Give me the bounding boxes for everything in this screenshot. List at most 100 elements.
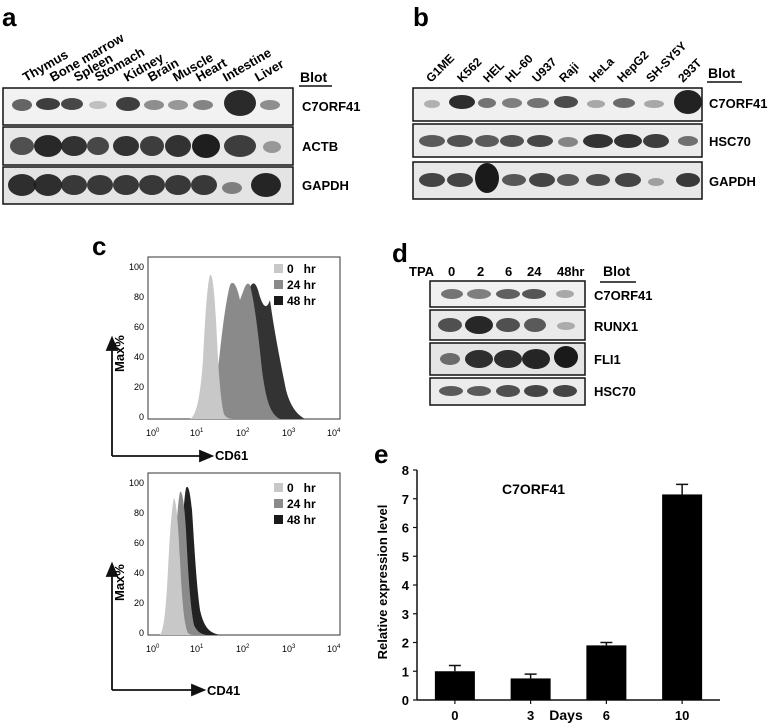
- histogram-legend: 0 hr 24 hr 48 hr: [274, 481, 316, 527]
- ytick-label: 0: [139, 628, 144, 638]
- panel-b-lane-labels: G1ME K562 HEL HL-60 U937 Raji HeLa HepG2…: [423, 39, 705, 85]
- ytick-label: 40: [134, 352, 144, 362]
- ytick-label: 80: [134, 508, 144, 518]
- lane-label: U937: [529, 55, 559, 85]
- ytick-label: 7: [402, 492, 409, 507]
- histogram-xticks: 100 101 102 103 104: [146, 428, 341, 438]
- ytick-label: 1: [402, 664, 409, 679]
- blot-row-label: ACTB: [302, 139, 338, 154]
- x-axis-label: CD41: [207, 683, 240, 698]
- panel-d: d TPA 0 2 6 24 48hr Blot C7ORF41: [392, 238, 653, 406]
- legend-swatch-0hr: [274, 483, 283, 492]
- ytick-label: 3: [402, 607, 409, 622]
- panel-c: c 100 80 60 40 20 0 100 101 102 103 104: [92, 231, 341, 698]
- legend-label: 24 hr: [287, 278, 316, 292]
- blot-header: Blot: [300, 69, 328, 85]
- legend-label: 0 hr: [287, 262, 316, 276]
- blot-header: Blot: [603, 263, 631, 279]
- ytick-label: 40: [134, 568, 144, 578]
- ytick-label: 4: [402, 578, 410, 593]
- xtick-label: 104: [327, 428, 341, 438]
- blot-row-label: C7ORF41: [594, 288, 653, 303]
- histogram-trace-48hr: [150, 283, 305, 419]
- timepoint-label: 2: [477, 264, 484, 279]
- ytick-label: 100: [129, 478, 144, 488]
- x-axis-label: Days: [549, 707, 583, 723]
- timepoint-label: 24: [527, 264, 542, 279]
- treatment-label: TPA: [409, 264, 435, 279]
- lane-label: K562: [454, 55, 484, 85]
- ytick-label: 0: [402, 693, 409, 708]
- timepoint-labels: 0 2 6 24 48hr: [448, 264, 584, 279]
- histogram-yticks: 100 80 60 40 20 0: [129, 262, 144, 422]
- blot-row-actb: [2, 126, 294, 166]
- histogram-trace-24hr: [150, 282, 280, 419]
- lane-label: Raji: [556, 60, 581, 85]
- blot-row-label: HSC70: [594, 384, 636, 399]
- chart-bars: [434, 494, 703, 700]
- ytick-label: 80: [134, 292, 144, 302]
- blot-row-label: GAPDH: [302, 178, 349, 193]
- timepoint-label: 0: [448, 264, 455, 279]
- y-axis-label: Relative expression level: [375, 505, 390, 660]
- panel-a: a Thymus Bone marrow Spleen Stomach Kidn…: [2, 2, 361, 205]
- legend-swatch-24hr: [274, 280, 283, 289]
- lane-label: HeLa: [586, 54, 617, 85]
- histogram-legend: 0 hr 24 hr 48 hr: [274, 262, 316, 308]
- axis-arrows: [105, 561, 207, 697]
- bar: [510, 678, 551, 700]
- x-axis-label: CD61: [215, 448, 248, 463]
- panel-letter-d: d: [392, 238, 408, 268]
- timepoint-label: 6: [505, 264, 512, 279]
- blot-row-fli1: [429, 342, 586, 376]
- blot-row-label: FLI1: [594, 352, 621, 367]
- bar: [434, 671, 475, 700]
- blot-row-label: C7ORF41: [302, 99, 361, 114]
- panel-a-lane-labels: Thymus Bone marrow Spleen Stomach Kidney…: [20, 30, 286, 85]
- ytick-label: 20: [134, 382, 144, 392]
- xtick-label: 10: [675, 708, 689, 723]
- axis-arrows: [105, 335, 215, 463]
- blot-row-gapdh: [2, 166, 294, 205]
- lane-label: HL-60: [502, 51, 536, 85]
- xtick-label: 101: [190, 644, 204, 654]
- blot-row-c7orf41: [429, 280, 586, 308]
- ytick-label: 60: [134, 322, 144, 332]
- chart-ytick-labels: 0 1 2 3 4 5 6 7 8: [402, 463, 410, 708]
- blot-header: Blot: [708, 65, 736, 81]
- panel-letter-a: a: [2, 2, 17, 32]
- xtick-label: 102: [236, 428, 250, 438]
- bar: [586, 645, 627, 700]
- xtick-label: 0: [451, 708, 458, 723]
- histogram-yticks: 100 80 60 40 20 0: [129, 478, 144, 638]
- legend-label: 48 hr: [287, 513, 316, 527]
- panel-letter-b: b: [413, 2, 429, 32]
- ytick-label: 2: [402, 636, 409, 651]
- xtick-label: 100: [146, 428, 160, 438]
- y-axis-label: Max%: [112, 335, 127, 372]
- ytick-label: 8: [402, 463, 409, 478]
- timepoint-label: 48hr: [557, 264, 584, 279]
- chart-error-bars: [448, 483, 689, 679]
- xtick-label: 103: [282, 428, 296, 438]
- blot-row-c7orf41: [2, 87, 294, 126]
- xtick-label: 103: [282, 644, 296, 654]
- ytick-label: 60: [134, 538, 144, 548]
- histogram-cd61: 100 80 60 40 20 0 100 101 102 103 104 0 …: [105, 256, 341, 463]
- y-axis-label: Max%: [112, 564, 127, 601]
- legend-swatch-0hr: [274, 264, 283, 273]
- panel-e: e C7ORF41 Relative expression level Days…: [374, 439, 720, 723]
- chart-xtick-labels: 0 3 6 10: [451, 708, 689, 723]
- xtick-label: 100: [146, 644, 160, 654]
- lane-label: HepG2: [614, 48, 651, 85]
- blot-row-hsc70: [429, 377, 586, 406]
- blot-row-runx1: [429, 309, 586, 341]
- xtick-label: 6: [603, 708, 610, 723]
- ytick-label: 5: [402, 549, 409, 564]
- ytick-label: 0: [139, 412, 144, 422]
- xtick-label: 102: [236, 644, 250, 654]
- histogram-trace-0hr: [150, 498, 196, 635]
- blot-row-gapdh: [412, 161, 703, 200]
- legend-swatch-48hr: [274, 296, 283, 305]
- blot-row-c7orf41: [412, 87, 703, 122]
